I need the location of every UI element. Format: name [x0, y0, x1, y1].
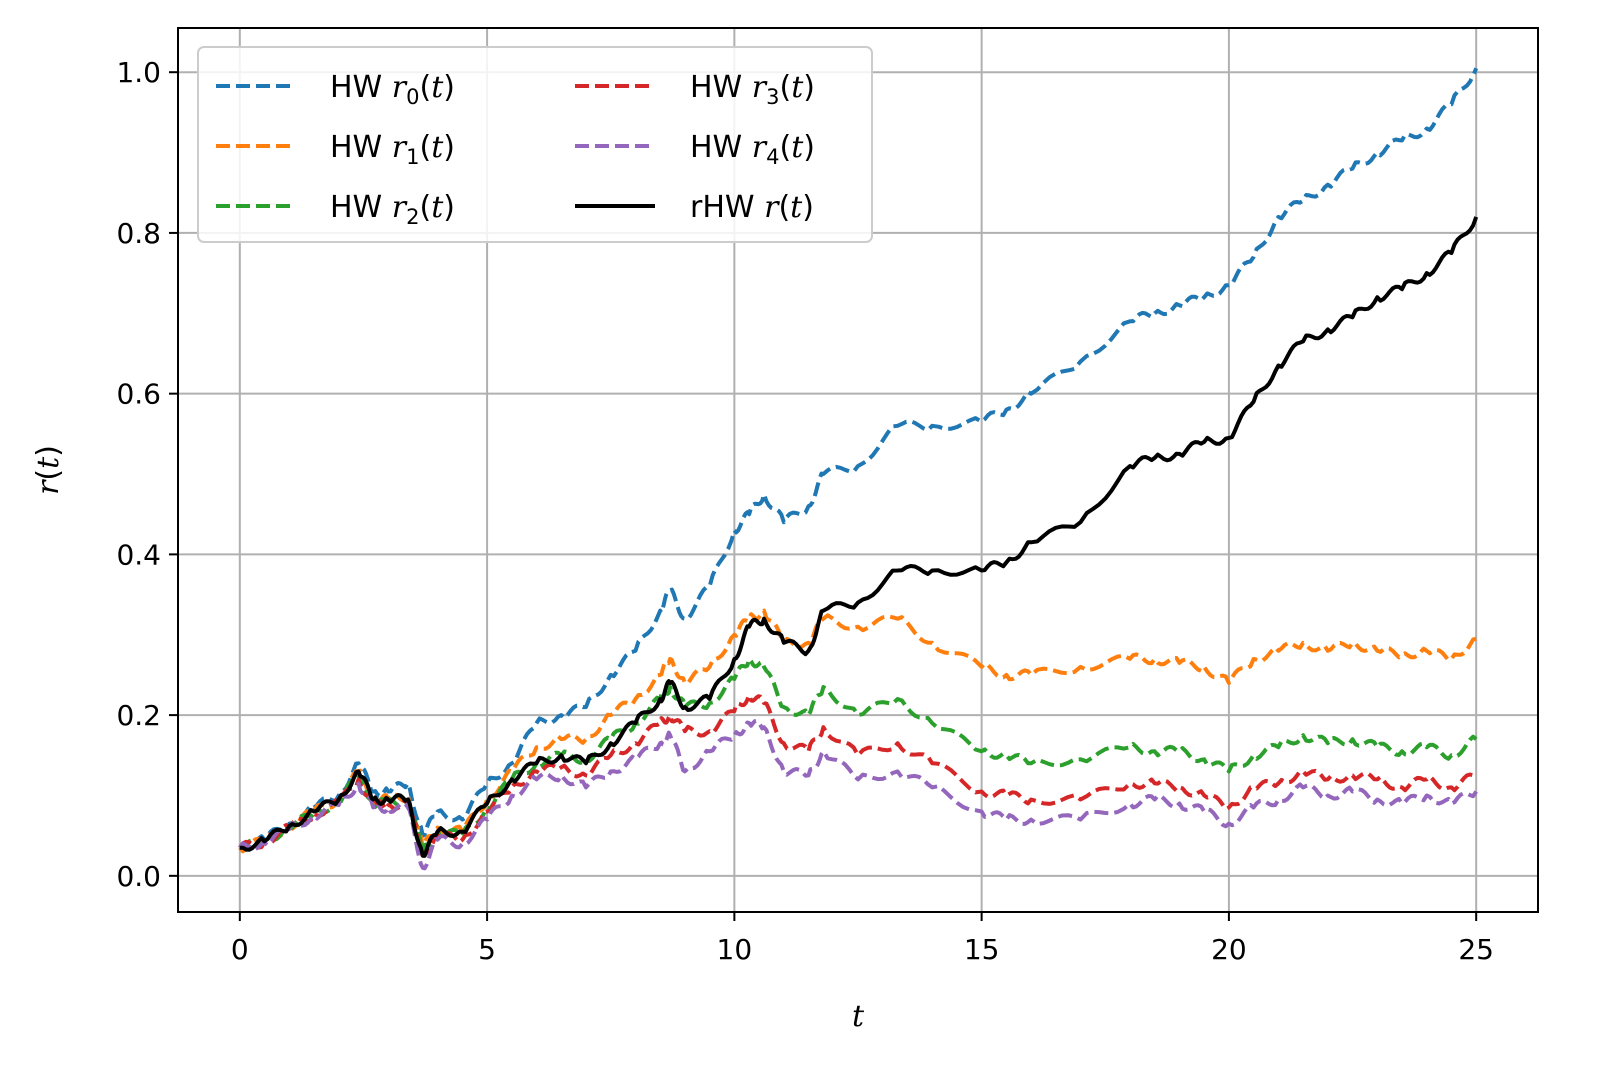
y-tick-label: 0.6 — [116, 378, 161, 411]
legend-label-5: rHW r(t) — [690, 190, 814, 225]
legend-label-1: HW r1(t) — [330, 130, 455, 169]
legend-label-3: HW r3(t) — [690, 70, 815, 109]
y-tick-label: 1.0 — [116, 56, 161, 89]
y-tick-label: 0.2 — [116, 699, 161, 732]
legend-box — [197, 46, 873, 243]
plot-frame — [177, 27, 1539, 913]
y-axis-label: r(t) — [31, 445, 66, 495]
y-tick-label: 0.4 — [116, 538, 161, 571]
x-axis-label: t — [852, 999, 865, 1034]
x-tick-label: 5 — [478, 933, 496, 966]
x-tick-label: 25 — [1458, 933, 1494, 966]
x-tick-label: 10 — [717, 933, 753, 966]
series-layer — [238, 67, 1479, 871]
y-tick-label: 0.8 — [116, 217, 161, 250]
legend-label-0: HW r0(t) — [330, 70, 455, 109]
y-tick-label: 0.0 — [116, 860, 161, 893]
legend-label-2: HW r2(t) — [330, 190, 455, 229]
series-line-5 — [239, 216, 1479, 858]
series-line-1 — [238, 608, 1477, 854]
legend-label-4: HW r4(t) — [690, 130, 815, 169]
x-tick-label: 15 — [964, 933, 1000, 966]
ticks: 0 5 10 15 20 25 0.0 0.2 0.4 0.6 0.8 1.0 — [116, 56, 1494, 966]
x-tick-label: 20 — [1211, 933, 1247, 966]
x-tick-label: 0 — [231, 933, 249, 966]
legend: HW r0(t) HW r1(t) HW r2(t) HW r3(t) HW r4(t)… — [197, 46, 873, 243]
y-axis-label-group: r(t) — [31, 445, 66, 495]
series-line-0 — [238, 67, 1479, 852]
